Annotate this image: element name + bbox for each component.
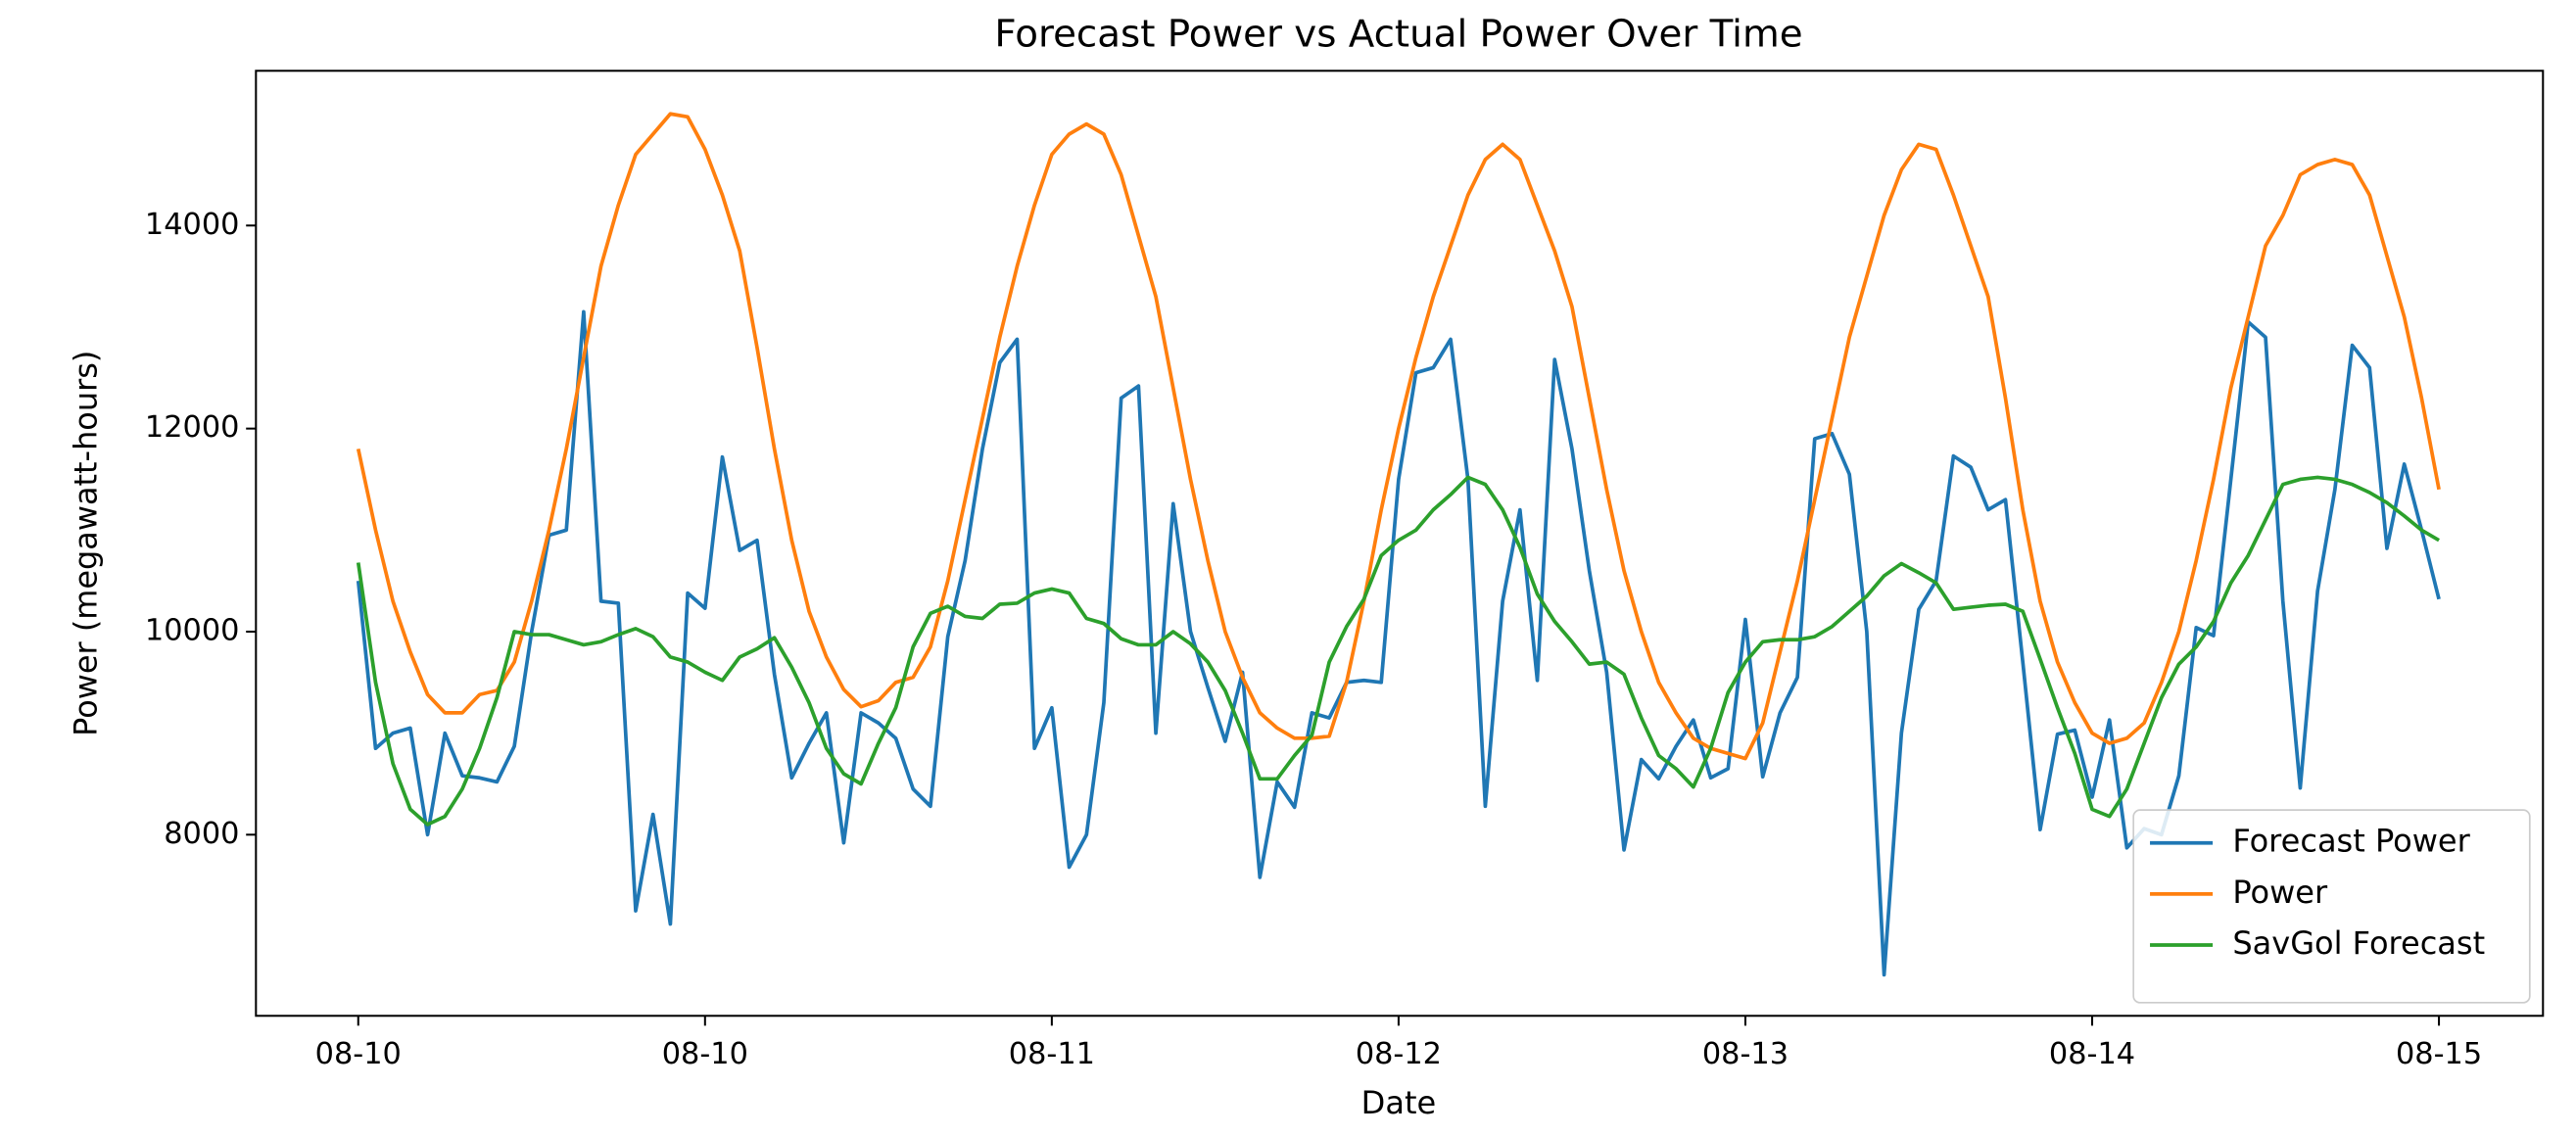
y-tick-label: 12000 <box>145 410 240 445</box>
series-line <box>356 475 2441 827</box>
legend-label: SavGol Forecast <box>2232 924 2485 962</box>
legend-box <box>2132 809 2531 1004</box>
legend-label: Power <box>2232 874 2328 911</box>
x-tick-label: 08-13 <box>1702 1037 1789 1071</box>
x-tick-label: 08-15 <box>2396 1037 2482 1071</box>
x-tick-label: 08-12 <box>1356 1037 1442 1071</box>
series-line <box>356 309 2441 977</box>
plot-frame <box>255 70 2545 1018</box>
legend: Forecast Power Power SavGol Forecast <box>2132 809 2531 1004</box>
x-tick-label: 08-11 <box>1009 1037 1095 1071</box>
y-tick-label: 14000 <box>145 208 240 242</box>
y-tick-label: 10000 <box>145 614 240 648</box>
series-line <box>356 112 2441 761</box>
y-tick-label: 8000 <box>164 817 239 851</box>
x-tick-label: 08-10 <box>315 1037 402 1071</box>
legend-label: Forecast Power <box>2232 823 2470 860</box>
x-tick-label: 08-10 <box>662 1037 748 1071</box>
chart-title: Forecast Power vs Actual Power Over Time <box>994 13 1802 57</box>
y-axis-label: Power (megawatt-hours) <box>67 351 104 736</box>
x-axis-label: Date <box>1361 1084 1437 1121</box>
x-tick-label: 08-14 <box>2049 1037 2135 1071</box>
